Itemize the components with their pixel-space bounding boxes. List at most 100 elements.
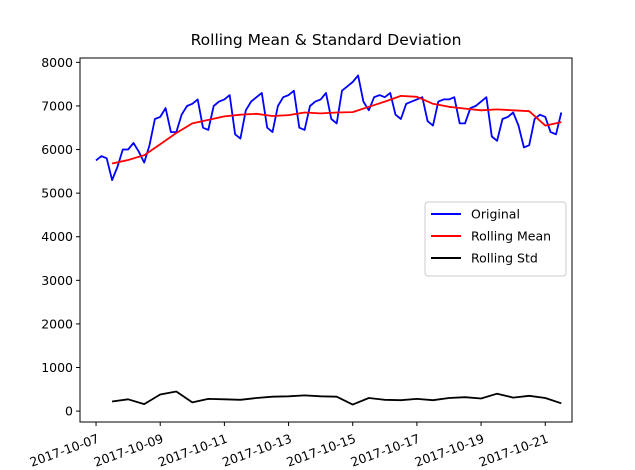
data-point (464, 107, 466, 109)
data-point (341, 90, 343, 92)
data-point (100, 155, 102, 157)
data-point (384, 399, 386, 401)
data-point (346, 85, 348, 87)
legend-label: Original (471, 207, 520, 222)
data-point (325, 92, 327, 94)
data-point (282, 96, 284, 98)
data-point (159, 393, 161, 395)
data-point (175, 390, 177, 392)
data-point (277, 105, 279, 107)
data-point (186, 105, 188, 107)
data-point (475, 105, 477, 107)
data-point (357, 74, 359, 76)
series-rolling-std (111, 390, 562, 406)
data-point (416, 398, 418, 400)
data-point (303, 129, 305, 131)
data-point (207, 119, 209, 121)
chart-title: Rolling Mean & Standard Deviation (191, 31, 462, 49)
data-point (320, 98, 322, 100)
series-original (95, 74, 563, 182)
data-point (528, 144, 530, 146)
data-point (255, 96, 257, 98)
data-point (261, 92, 263, 94)
data-point (303, 394, 305, 396)
data-point (416, 98, 418, 100)
data-point (287, 395, 289, 397)
data-point (197, 98, 199, 100)
data-point (416, 96, 418, 98)
data-point (539, 114, 541, 116)
data-point (560, 111, 562, 113)
data-point (480, 109, 482, 111)
data-point (159, 143, 161, 145)
data-point (191, 103, 193, 105)
data-point (320, 395, 322, 397)
data-point (368, 397, 370, 399)
data-point (400, 118, 402, 120)
plot-area-frame (79, 57, 573, 423)
data-point (207, 129, 209, 131)
data-point (106, 157, 108, 159)
data-point (544, 116, 546, 118)
data-point (352, 111, 354, 113)
data-point (213, 105, 215, 107)
data-point (432, 103, 434, 105)
series-line (95, 74, 563, 182)
data-point (507, 116, 509, 118)
y-axis: 0 1000 2000 3000 4000 5000 6000 7000 8000 (41, 55, 80, 419)
y-tick-label: 2000 (41, 316, 73, 331)
data-point (496, 140, 498, 142)
data-point (223, 115, 225, 117)
data-point (378, 94, 380, 96)
data-point (111, 162, 113, 164)
data-point (432, 124, 434, 126)
data-point (491, 135, 493, 137)
data-point (496, 108, 498, 110)
data-point (523, 146, 525, 148)
data-point (352, 81, 354, 83)
data-point (544, 124, 546, 126)
data-point (132, 142, 134, 144)
data-point (287, 114, 289, 116)
data-point (234, 133, 236, 135)
data-point (320, 112, 322, 114)
data-point (330, 118, 332, 120)
data-point (453, 96, 455, 98)
data-point (389, 92, 391, 94)
data-point (549, 131, 551, 133)
data-point (138, 151, 140, 153)
data-point (164, 107, 166, 109)
data-point (298, 127, 300, 129)
data-point (448, 106, 450, 108)
data-point (111, 400, 113, 402)
data-point (127, 398, 129, 400)
series-rolling-mean (111, 95, 562, 165)
data-point (111, 179, 113, 181)
data-point (191, 122, 193, 124)
legend-label: Rolling Std (471, 251, 538, 266)
y-tick-label: 8000 (41, 55, 73, 70)
data-point (159, 116, 161, 118)
data-point (384, 96, 386, 98)
legend-item: Original (431, 207, 520, 222)
data-point (394, 114, 396, 116)
data-point (239, 399, 241, 401)
data-point (154, 118, 156, 120)
data-point (287, 94, 289, 96)
data-point (544, 397, 546, 399)
data-point (555, 133, 557, 135)
data-point (148, 144, 150, 146)
data-point (122, 148, 124, 150)
data-point (266, 127, 268, 129)
legend: Original Rolling Mean Rolling Std (424, 201, 567, 277)
data-point (512, 111, 514, 113)
data-point (352, 403, 354, 405)
data-point (400, 399, 402, 401)
data-point (533, 118, 535, 120)
data-point (496, 393, 498, 395)
data-point (373, 96, 375, 98)
y-tick-label: 1000 (41, 360, 73, 375)
data-point (480, 397, 482, 399)
data-point (464, 396, 466, 398)
